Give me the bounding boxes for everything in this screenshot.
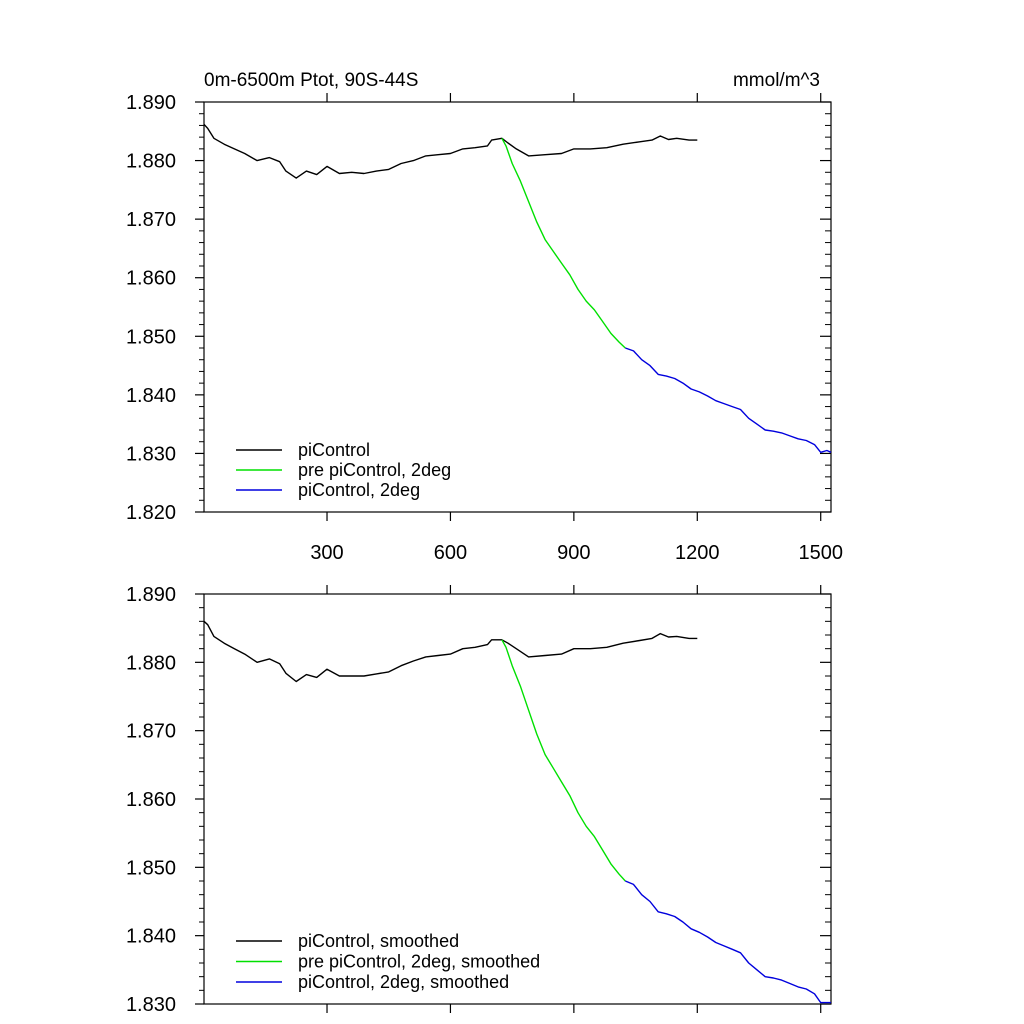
x-tick-label: 1500	[798, 542, 843, 564]
y-tick-label: 1.840	[126, 385, 176, 407]
y-tick-label: 1.860	[126, 789, 176, 811]
legend-label: pre piControl, 2deg, smoothed	[298, 952, 540, 972]
chart-title-left: 0m-6500m Ptot, 90S-44S	[204, 70, 418, 91]
y-tick-label: 1.850	[126, 857, 176, 879]
x-tick-label: 900	[557, 542, 590, 564]
chart-units-label: mmol/m^3	[733, 70, 820, 91]
x-tick-label: 1200	[675, 542, 720, 564]
legend-label: pre piControl, 2deg	[298, 460, 451, 480]
series-line	[501, 639, 626, 882]
y-tick-label: 1.890	[126, 92, 176, 114]
legend-label: piControl, smoothed	[298, 931, 459, 951]
x-tick-label: 300	[310, 542, 343, 564]
series-line	[203, 123, 698, 179]
y-tick-label: 1.860	[126, 268, 176, 290]
y-tick-label: 1.870	[126, 721, 176, 743]
top-panel: 0m-6500m Ptot, 90S-44S mmol/m^3 1.820 1.8…	[126, 70, 843, 564]
plot-frame	[203, 101, 832, 513]
y-tick-label: 1.830	[126, 443, 176, 465]
legend-label: piControl	[298, 440, 370, 460]
legend-label: piControl, 2deg, smoothed	[298, 972, 509, 992]
series-line	[501, 137, 626, 349]
series-line	[203, 620, 698, 683]
y-tick-label: 1.880	[126, 652, 176, 674]
series-line	[625, 880, 831, 1004]
y-tick-label: 1.870	[126, 209, 176, 231]
y-tick-label: 1.820	[126, 502, 176, 524]
bottom-panel: 1.830 1.840 1.850 1.860 1.870 1.880 1.890 piCon…	[126, 584, 832, 1016]
x-tick-label: 600	[434, 542, 467, 564]
series-line	[625, 347, 832, 453]
y-tick-label: 1.850	[126, 326, 176, 348]
y-tick-label: 1.890	[126, 584, 176, 606]
y-tick-label: 1.840	[126, 926, 176, 948]
y-tick-label: 1.880	[126, 151, 176, 173]
legend-label: piControl, 2deg	[298, 480, 420, 500]
y-tick-label: 1.830	[126, 994, 176, 1016]
